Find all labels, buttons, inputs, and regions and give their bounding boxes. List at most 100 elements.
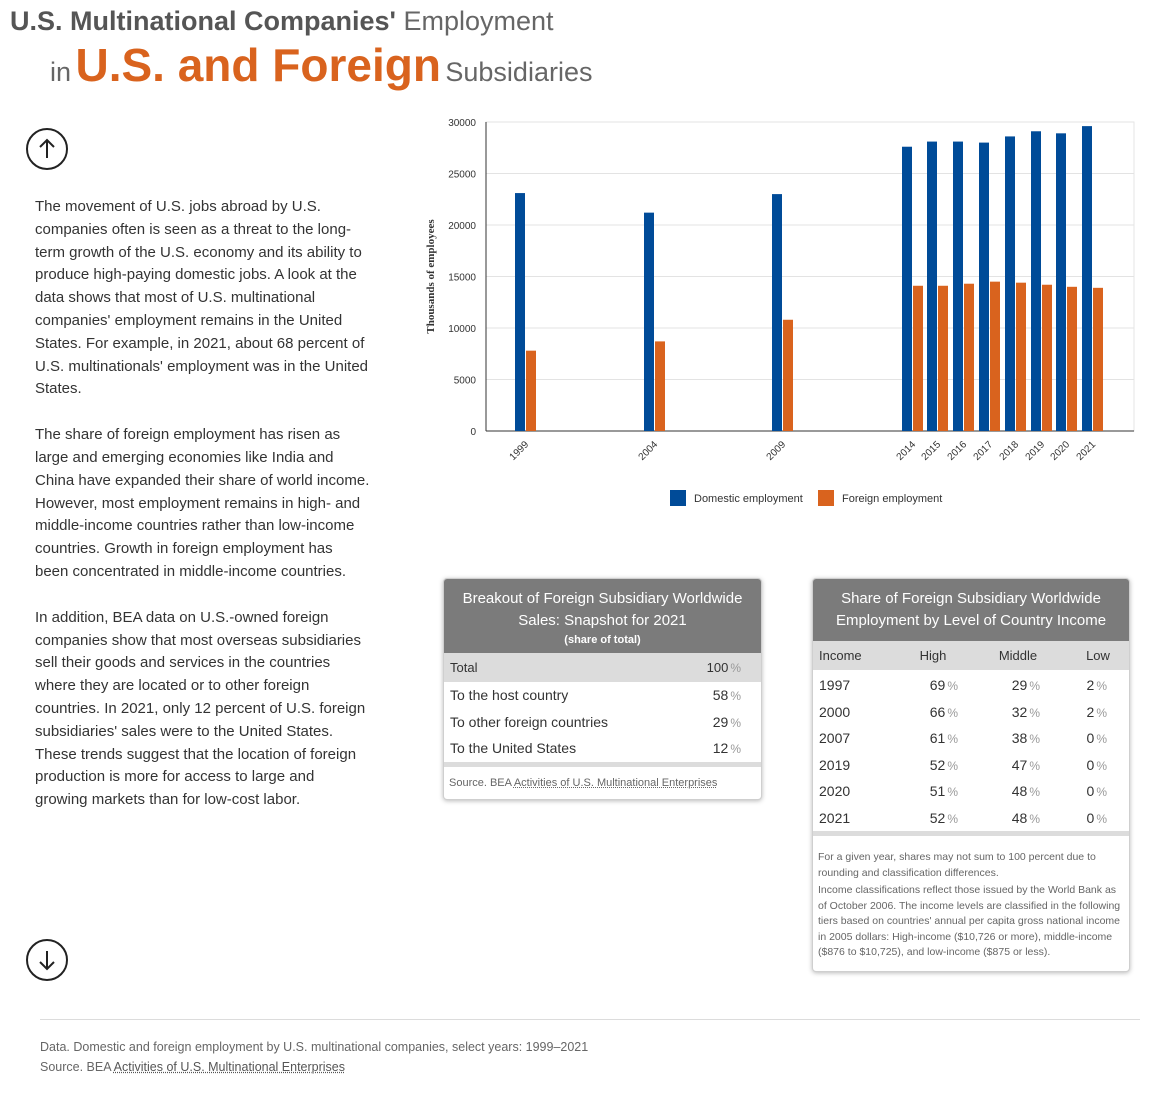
bar-domestic-2020 [1056,133,1066,431]
title-highlight: U.S. and Foreign [75,39,441,91]
total-number: 100 [706,660,729,675]
sales-row-number: 58 [712,687,729,704]
bar-domestic-2019 [1031,131,1041,431]
income-row: 2007 61% 38% 0% [813,725,1129,752]
income-low: 0% [1062,730,1107,746]
sales-row-label: To the United States [450,740,577,757]
sales-row: To the United States 12% [444,735,761,762]
pct-sign: % [1096,732,1107,747]
bar-foreign-2021 [1093,287,1103,431]
footer-source-prefix: Source. BEA [40,1060,111,1074]
pct-sign: % [1096,785,1107,800]
employment-bar-chart: 0 5000 10000 15000 20000 25000 30000 Thousands … [425,118,1135,506]
sales-total-row: Total 100% [444,653,761,682]
x-tick-label: 2004 [637,439,661,463]
income-low-number: 0 [1086,730,1095,747]
income-low-number: 2 [1086,703,1095,720]
pct-sign: % [1029,785,1040,800]
income-high: 51% [898,783,958,799]
income-middle-number: 29 [1011,677,1028,694]
narrative-text: The movement of U.S. jobs abroad by U.S.… [35,196,370,835]
sales-table-header: Breakout of Foreign Subsidiary Worldwide… [444,579,761,653]
footer-data-line: Data. Domestic and foreign employment by… [40,1040,589,1054]
x-tick-label: 2018 [998,439,1022,463]
total-value: 100% [699,660,761,675]
income-row: 2021 52% 48% 0% [813,805,1129,832]
income-low: 0% [1062,783,1107,799]
income-share-table: Share of Foreign Subsidiary Worldwide Em… [812,578,1130,972]
title-light: Employment [403,6,554,36]
scroll-down-button[interactable] [26,939,68,981]
bar-foreign-2018 [1016,282,1026,431]
paragraph-1: The movement of U.S. jobs abroad by U.S.… [35,198,369,398]
x-tick-label: 2020 [1049,439,1073,463]
scroll-up-button[interactable] [26,128,68,170]
y-tick-label: 30000 [448,118,476,129]
bar-domestic-2014 [902,146,912,431]
table-divider [444,761,761,767]
footer-source: Source. BEA Activities of U.S. Multinati… [40,1057,588,1077]
income-low: 2% [1062,704,1107,720]
sales-table-subtitle: (share of total) [564,634,641,646]
pct-sign: % [730,715,741,730]
income-row: 2020 51% 48% 0% [813,778,1129,805]
arrow-up-icon [39,138,55,158]
arrow-down-icon [39,951,55,971]
income-row-year: 2021 [819,809,851,826]
x-tick-label: 2019 [1024,439,1048,463]
income-middle: 38% [980,730,1040,746]
income-row: 2000 66% 32% 2% [813,699,1129,726]
legend-swatch [818,490,834,506]
income-middle-number: 32 [1011,703,1028,720]
income-low: 2% [1062,677,1107,693]
sales-row: To the host country 58% [444,682,761,709]
x-tick-label: 2009 [765,439,789,463]
sales-rows: To the host country 58% To other foreign c… [444,682,761,762]
income-low: 0% [1062,757,1107,773]
y-axis-label: Thousands of employees [425,219,437,334]
income-row: 1997 69% 29% 2% [813,672,1129,699]
title-bold: U.S. Multinational Companies' [10,6,396,36]
sales-breakout-table: Breakout of Foreign Subsidiary Worldwide… [443,578,762,800]
bar-foreign-2009 [783,319,793,431]
income-middle-number: 47 [1011,756,1028,773]
col-high: High [919,648,947,663]
pct-sign: % [1029,705,1040,720]
footer-divider [40,1019,1140,1020]
income-row-year: 2000 [819,703,851,720]
legend-label: Foreign employment [842,493,942,505]
paragraph-3: In addition, BEA data on U.S.-owned fore… [35,608,366,809]
bar-domestic-2018 [1005,136,1015,432]
y-tick-label: 0 [470,427,476,438]
y-tick-label: 5000 [454,376,477,387]
income-row-year: 2019 [819,756,851,773]
pct-sign: % [947,705,958,720]
bar-foreign-2015 [938,285,948,431]
x-tick-label: 2016 [946,439,970,463]
pct-sign: % [947,732,958,747]
footer-source-link[interactable]: Activities of U.S. Multinational Enterpr… [113,1060,346,1074]
pct-sign: % [1029,758,1040,773]
bar-foreign-2016 [964,283,974,431]
income-notes: For a given year, shares may not sum to … [813,836,1129,971]
income-table-title: Share of Foreign Subsidiary Worldwide Em… [835,590,1107,629]
income-high: 69% [898,677,958,693]
pct-sign: % [1029,811,1040,826]
bar-foreign-2017 [990,281,1000,431]
pct-sign: % [1096,705,1107,720]
x-tick-label: 1999 [508,439,532,463]
pct-sign: % [947,785,958,800]
source-link[interactable]: Activities of U.S. Multinational Enterpr… [513,776,718,789]
total-label: Total [450,660,478,675]
income-high-number: 61 [929,730,946,747]
y-tick-label: 20000 [448,221,476,232]
income-middle: 47% [980,757,1040,773]
sales-table-title: Breakout of Foreign Subsidiary Worldwide… [462,590,743,629]
title-in: in [50,57,72,87]
bar-foreign-2004 [655,341,665,431]
legend-swatch [670,490,686,506]
sales-row-value: 12% [699,740,761,756]
source-prefix: Source. BEA [449,776,512,789]
income-row-year: 2020 [819,783,851,800]
col-middle: Middle [998,648,1038,663]
